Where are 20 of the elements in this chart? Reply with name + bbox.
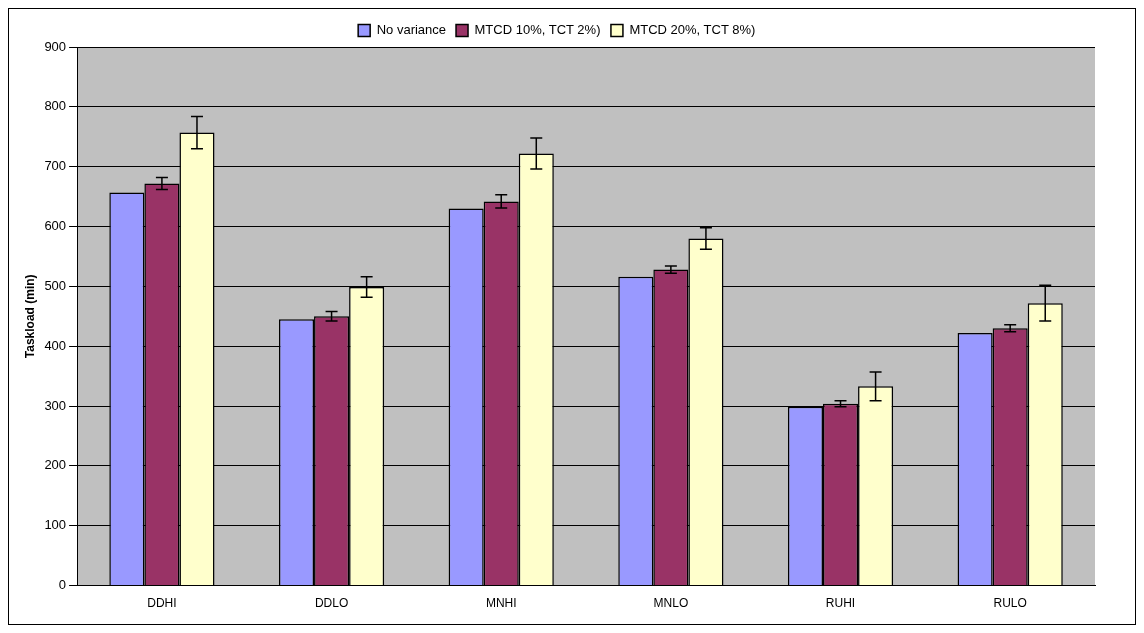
legend-label: MTCD 10%, TCT 2%) xyxy=(474,22,601,38)
y-tick-label: 900 xyxy=(44,38,67,54)
y-tick-label: 300 xyxy=(44,397,67,413)
y-tick-label: 100 xyxy=(44,517,67,533)
x-tick-label: RULO xyxy=(993,596,1027,611)
y-tick-label: 500 xyxy=(44,277,67,293)
x-tick-label: RUHI xyxy=(825,596,856,611)
legend-label: MTCD 20%, TCT 8%) xyxy=(629,22,756,38)
legend-label: No variance xyxy=(376,22,447,38)
x-tick-label: MNHI xyxy=(485,596,517,611)
x-tick-label: DDLO xyxy=(314,596,349,611)
x-tick-label: DDHI xyxy=(147,596,177,611)
y-tick-label: 600 xyxy=(44,218,67,234)
y-tick-label: 200 xyxy=(44,457,67,473)
y-tick-label: 400 xyxy=(44,337,67,353)
y-tick-label: 0 xyxy=(58,577,67,593)
y-tick-label: 700 xyxy=(44,158,67,174)
y-axis-title: Taskload (min) xyxy=(22,274,37,359)
y-tick-label: 800 xyxy=(44,98,67,114)
x-tick-label: MNLO xyxy=(653,596,689,611)
